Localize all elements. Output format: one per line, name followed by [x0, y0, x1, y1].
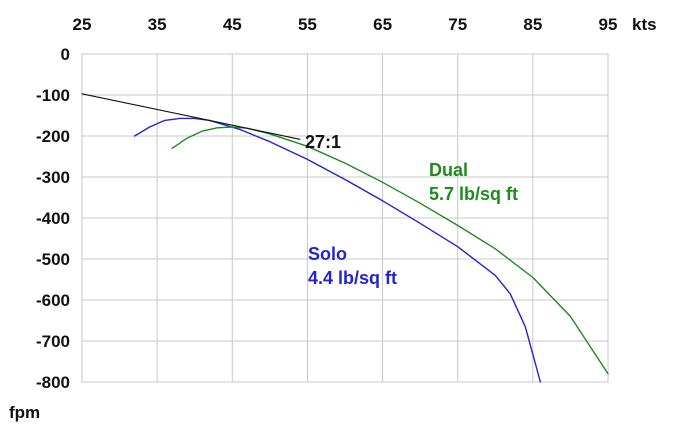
x-tick-label: 65: [373, 15, 392, 34]
x-tick-label: 45: [223, 15, 242, 34]
solo-polar-line: [133, 117, 542, 383]
x-tick-label: 85: [523, 15, 542, 34]
x-unit-label: kts: [632, 15, 657, 34]
x-tick-labels: 25 35 45 55 65 75 85 95: [73, 15, 618, 34]
y-tick-label: -300: [36, 168, 70, 187]
x-tick-label: 25: [73, 15, 92, 34]
solo-series-sublabel: 4.4 lb/sq ft: [308, 268, 397, 288]
y-tick-label: -400: [36, 209, 70, 228]
dual-polar-line: [171, 126, 609, 375]
x-tick-label: 95: [599, 15, 618, 34]
glide-ratio-tangent-line: [81, 93, 301, 140]
x-tick-label: 55: [298, 15, 317, 34]
y-tick-label: 0: [61, 45, 70, 64]
dual-series-sublabel: 5.7 lb/sq ft: [429, 184, 518, 204]
y-tick-label: -600: [36, 291, 70, 310]
y-tick-labels: 0 -100 -200 -300 -400 -500 -600 -700 -800: [36, 45, 70, 392]
y-tick-label: -500: [36, 250, 70, 269]
solo-series-label: Solo: [308, 244, 347, 264]
y-tick-label: -800: [36, 373, 70, 392]
glide-ratio-label: 27:1: [305, 132, 341, 152]
y-tick-label: -700: [36, 332, 70, 351]
x-tick-label: 35: [148, 15, 167, 34]
dual-series-label: Dual: [429, 160, 468, 180]
series-lines: [81, 93, 609, 383]
horizontal-gridlines: [82, 53, 608, 383]
y-tick-label: -200: [36, 127, 70, 146]
x-tick-label: 75: [448, 15, 467, 34]
y-unit-label: fpm: [9, 403, 40, 422]
y-tick-label: -100: [36, 86, 70, 105]
